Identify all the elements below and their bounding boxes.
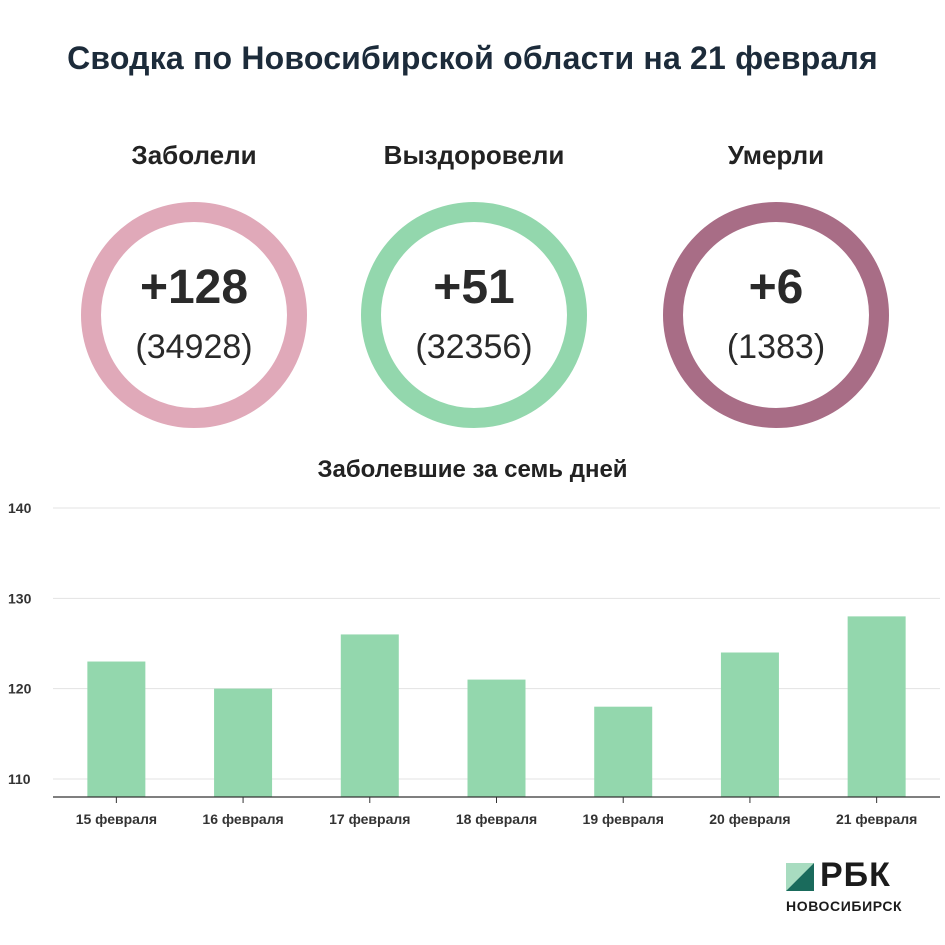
rbc-logo-icon — [786, 863, 814, 891]
x-tick-label: 18 февраля — [456, 811, 537, 827]
bar — [847, 616, 906, 797]
x-tick-label: 21 февраля — [836, 811, 917, 827]
stat-deaths-delta: +6 — [748, 261, 804, 314]
rbc-logo-subtext: НОВОСИБИРСК — [786, 898, 903, 914]
bar — [214, 688, 273, 797]
stat-recovered-ring: +51 (32356) — [361, 202, 587, 428]
x-tick-label: 20 февраля — [709, 811, 790, 827]
y-tick-label: 120 — [8, 681, 32, 697]
rbc-logo: РБК НОВОСИБИРСК — [780, 856, 940, 918]
bar — [594, 706, 653, 797]
x-tick-label: 17 февраля — [329, 811, 410, 827]
x-tick-label: 15 февраля — [76, 811, 157, 827]
y-tick-label: 130 — [8, 590, 32, 606]
stat-recovered-label: Выздоровели — [383, 140, 565, 170]
chart-title: Заболевшие за семь дней — [317, 456, 628, 483]
stat-recovered-total: (32356) — [415, 328, 533, 366]
bar — [467, 679, 526, 797]
stat-deaths: Умерли +6 (1383) — [646, 140, 906, 428]
bar — [87, 661, 146, 797]
stat-infected-label: Заболели — [131, 140, 257, 170]
stat-infected-total: (34928) — [135, 328, 253, 366]
stat-recovered: Выздоровели +51 (32356) — [344, 140, 604, 428]
stat-infected-ring: +128 (34928) — [81, 202, 307, 428]
y-tick-label: 110 — [8, 771, 31, 787]
stat-deaths-label: Умерли — [727, 140, 825, 170]
bar — [340, 634, 399, 797]
rbc-logo-text: РБК — [820, 856, 891, 894]
y-tick-label: 140 — [8, 500, 32, 516]
stat-deaths-ring: +6 (1383) — [663, 202, 889, 428]
stat-recovered-delta: +51 — [433, 261, 515, 314]
stat-deaths-total: (1383) — [726, 328, 826, 366]
page-title: Сводка по Новосибирской области на 21 фе… — [67, 40, 878, 76]
stat-infected: Заболели +128 (34928) — [64, 140, 324, 428]
bar — [720, 652, 779, 797]
x-tick-label: 19 февраля — [583, 811, 664, 827]
x-tick-label: 16 февраля — [202, 811, 283, 827]
bar-chart: 110 120 130 140 15 февраля 16 февраля 17 февра… — [8, 500, 940, 827]
stat-infected-delta: +128 — [139, 261, 249, 314]
